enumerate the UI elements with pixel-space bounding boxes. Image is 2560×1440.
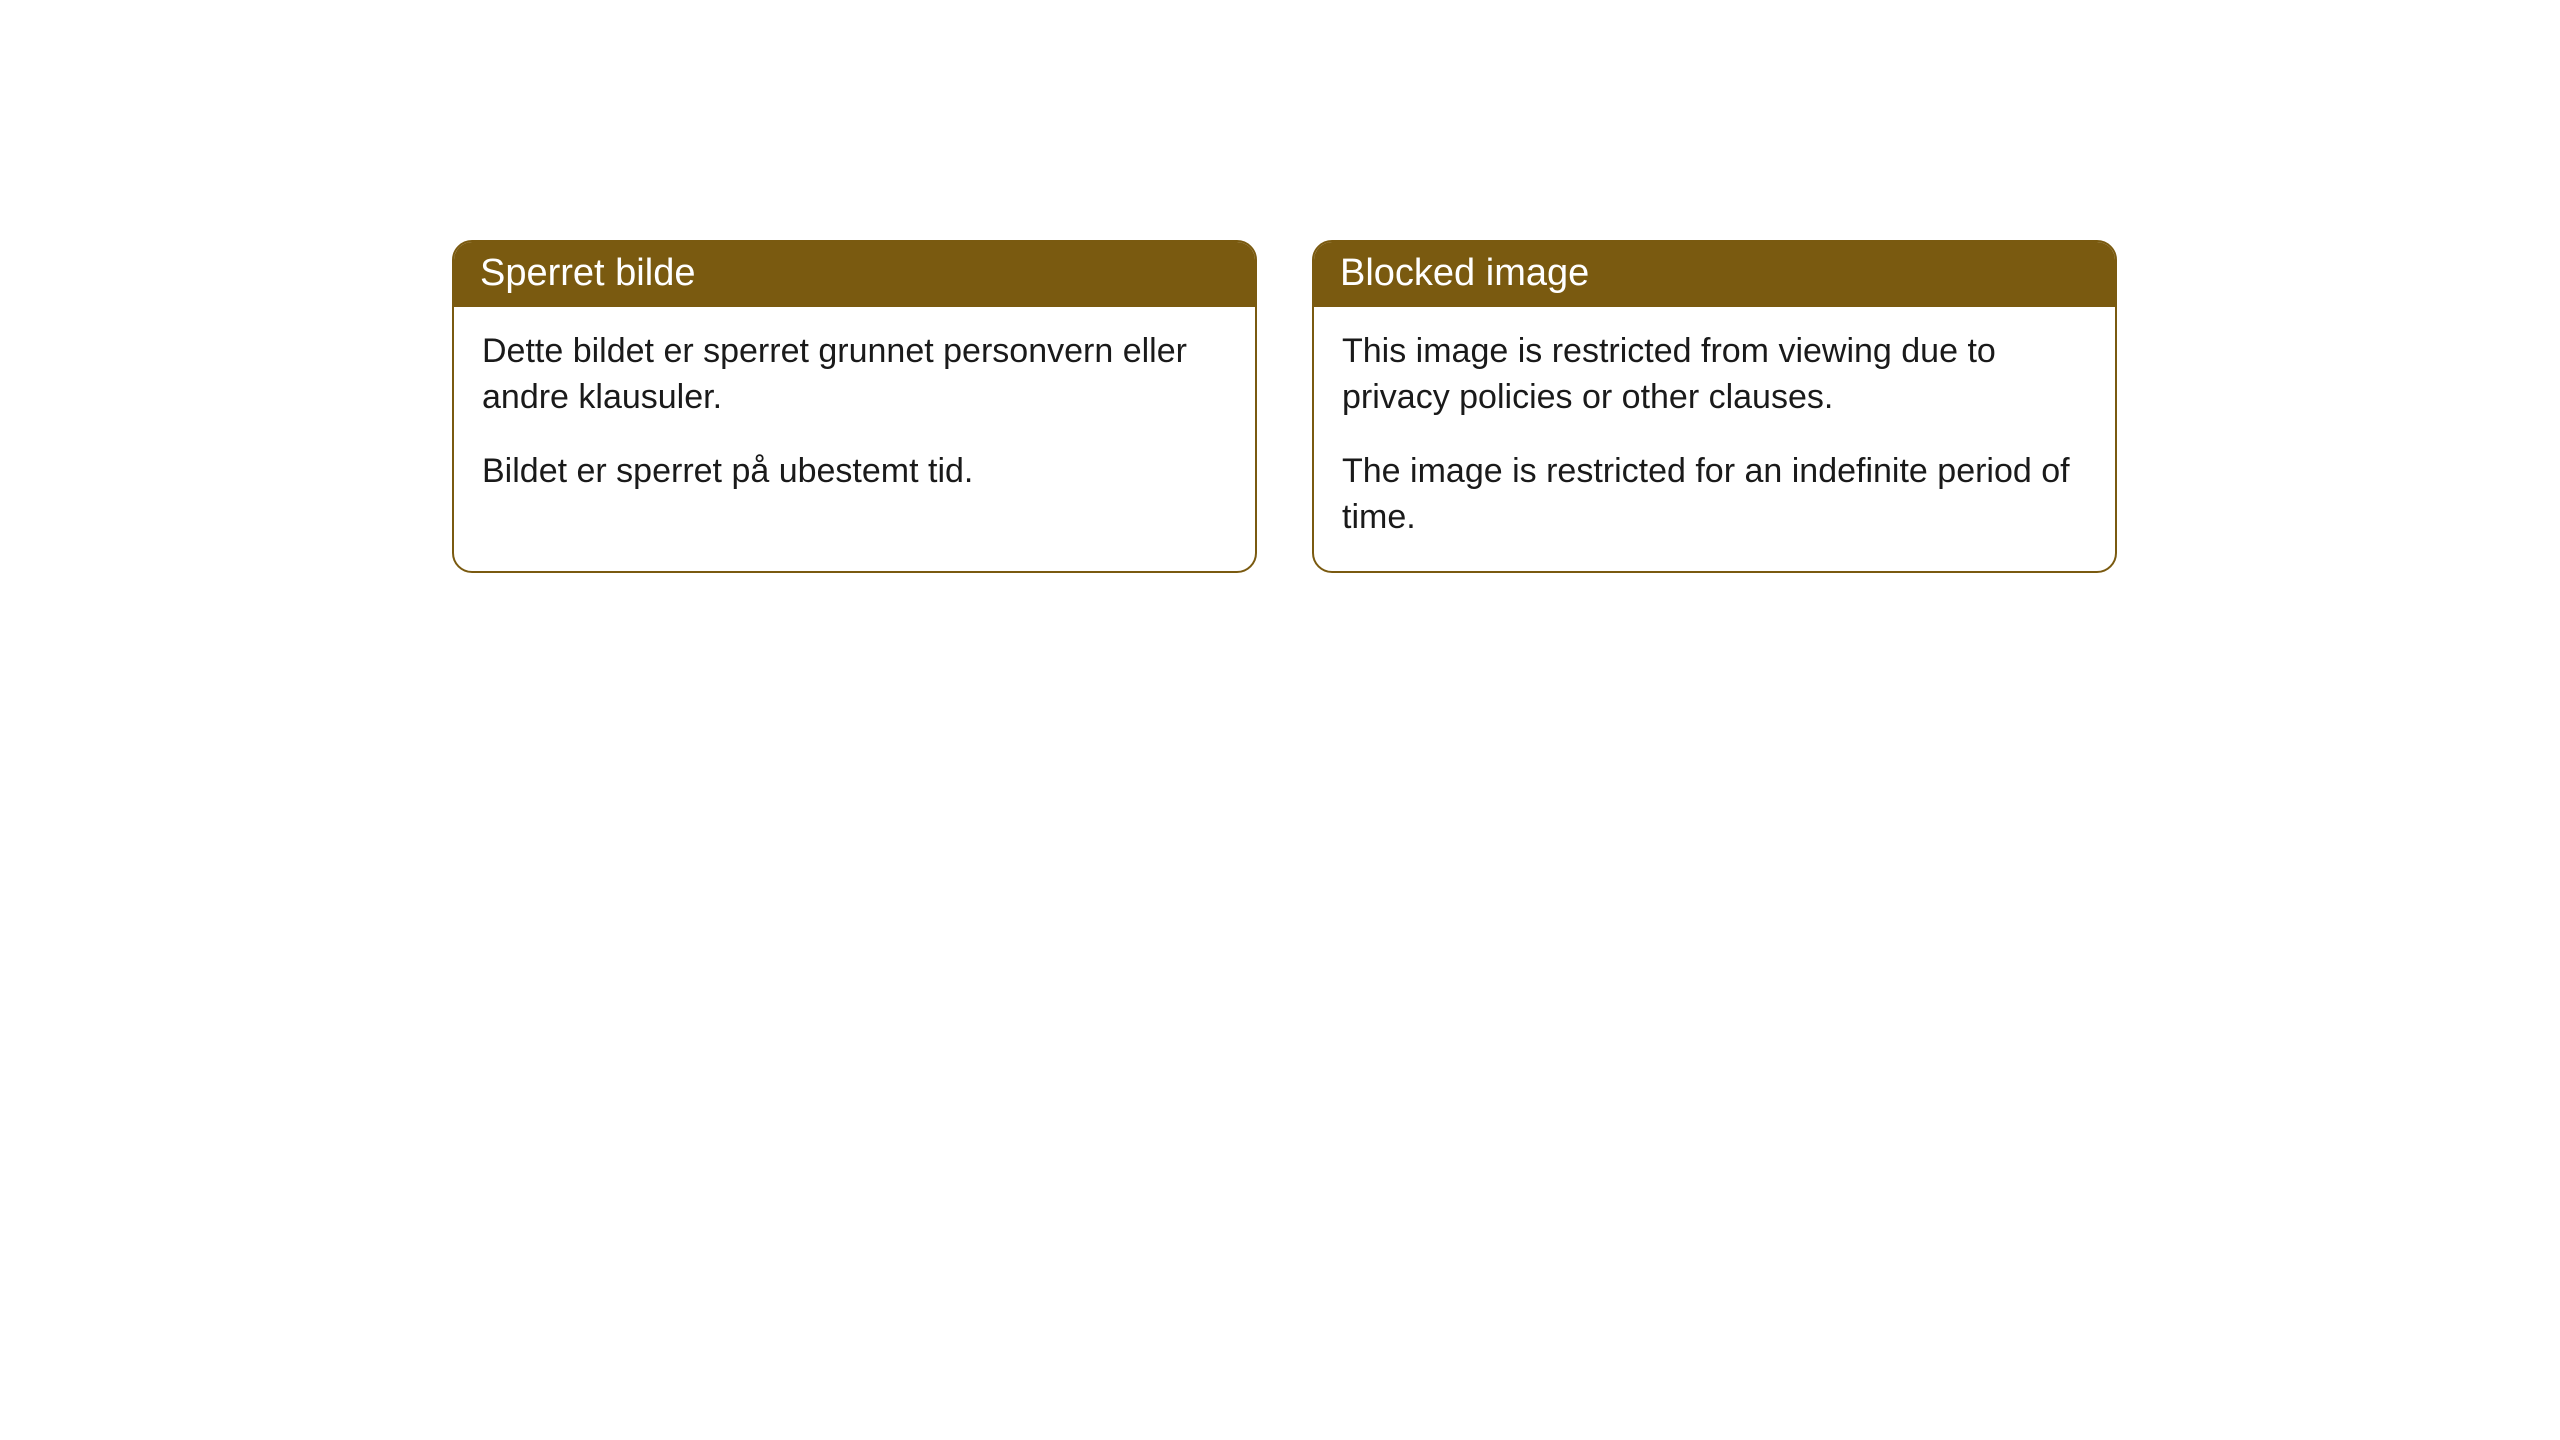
notice-paragraph-2: Bildet er sperret på ubestemt tid. xyxy=(482,449,1227,495)
notice-card-norwegian: Sperret bilde Dette bildet er sperret gr… xyxy=(452,240,1257,573)
notice-title: Blocked image xyxy=(1340,252,1589,294)
notice-header: Blocked image xyxy=(1314,242,2115,307)
notice-body: Dette bildet er sperret grunnet personve… xyxy=(454,307,1255,525)
notice-paragraph-1: This image is restricted from viewing du… xyxy=(1342,329,2087,421)
notice-body: This image is restricted from viewing du… xyxy=(1314,307,2115,571)
notice-paragraph-2: The image is restricted for an indefinit… xyxy=(1342,449,2087,541)
notice-cards-container: Sperret bilde Dette bildet er sperret gr… xyxy=(452,240,2117,573)
notice-paragraph-1: Dette bildet er sperret grunnet personve… xyxy=(482,329,1227,421)
notice-card-english: Blocked image This image is restricted f… xyxy=(1312,240,2117,573)
notice-title: Sperret bilde xyxy=(480,252,695,294)
notice-header: Sperret bilde xyxy=(454,242,1255,307)
